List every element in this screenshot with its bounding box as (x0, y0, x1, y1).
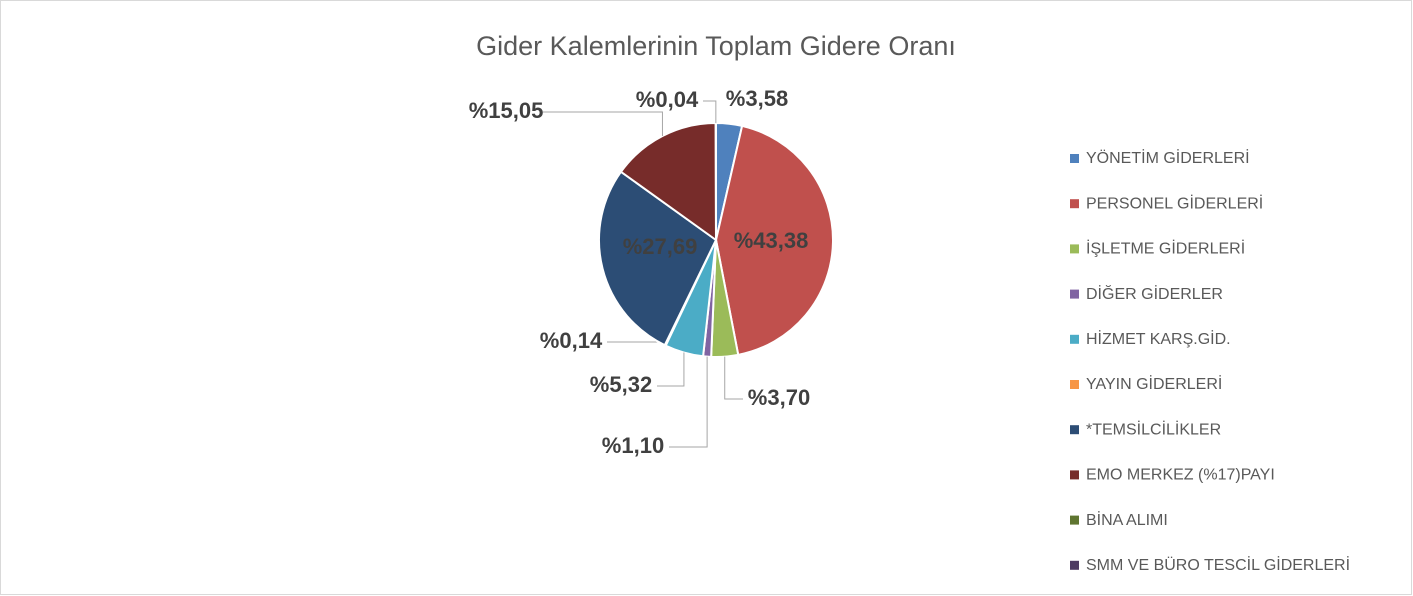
legend-label: İŞLETME GİDERLERİ (1086, 239, 1245, 258)
leader-line (657, 352, 685, 387)
legend-label: DİĞER GİDERLER (1086, 284, 1223, 303)
chart-title: Gider Kalemlerinin Toplam Gidere Oranı (476, 31, 956, 61)
data-label: %3,58 (726, 86, 788, 111)
legend-label: *TEMSİLCİLİKLER (1086, 419, 1221, 438)
legend-label: YÖNETİM GİDERLERİ (1086, 148, 1250, 167)
pie-slice (598, 170, 718, 347)
data-label: %5,32 (590, 372, 652, 397)
leader-line (542, 111, 663, 136)
legend-swatch (1070, 425, 1079, 435)
data-label: %3,70 (748, 385, 810, 410)
leader-line (669, 356, 708, 448)
legend-label: BİNA ALIMI (1086, 510, 1168, 529)
legend-swatch (1070, 380, 1079, 389)
pie-slice (619, 121, 718, 242)
legend-swatch (1070, 289, 1079, 299)
leader-line (703, 100, 717, 123)
legend-label: SMM VE BÜRO TESCİL GİDERLERİ (1086, 555, 1350, 574)
data-label: %43,38 (734, 228, 809, 253)
data-label: %0,14 (540, 328, 603, 353)
legend-label: EMO MERKEZ (%17)PAYI (1086, 467, 1275, 484)
legend-swatch (1070, 199, 1079, 209)
legend-label: HİZMET KARŞ.GİD. (1086, 329, 1231, 348)
data-label: %15,05 (469, 98, 544, 123)
data-label: %0,04 (636, 87, 699, 112)
legend-swatch (1070, 244, 1079, 254)
pie-slice (714, 124, 834, 357)
data-label: %1,10 (602, 433, 664, 458)
legend-label: YAYIN GİDERLERİ (1086, 374, 1222, 393)
legend-swatch (1070, 515, 1079, 525)
legend-swatch (1070, 470, 1079, 480)
data-label: %27,69 (623, 234, 698, 259)
legend-swatch (1070, 560, 1079, 570)
legend-swatch (1070, 334, 1079, 344)
legend-label: PERSONEL GİDERLERİ (1086, 193, 1263, 212)
legend-swatch (1070, 154, 1079, 163)
leader-line (724, 356, 743, 400)
